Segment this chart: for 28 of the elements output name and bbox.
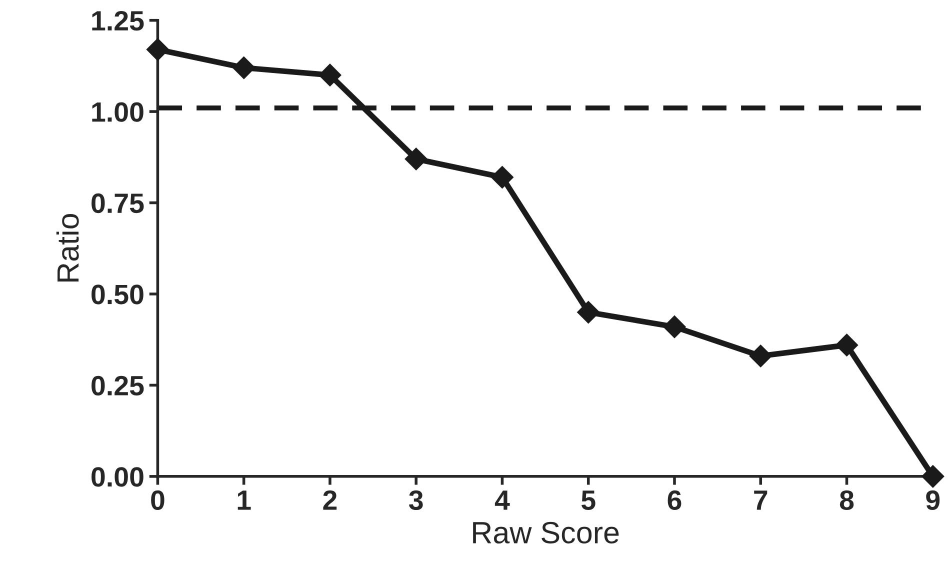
y-tick-label: 0.75 [92, 193, 144, 214]
x-tick-label: 4 [494, 490, 510, 510]
x-tick-label: 0 [151, 490, 164, 510]
y-tick-label: 0.25 [92, 376, 144, 396]
x-tick-label: 1 [238, 490, 251, 510]
point [663, 316, 686, 338]
y-tick-label: 0.00 [92, 467, 144, 487]
point [922, 465, 944, 488]
y-tick-label: 0.50 [92, 284, 144, 304]
x-tick-label: 6 [668, 490, 682, 510]
y-tick-label: 1.25 [92, 11, 144, 31]
point [404, 148, 428, 170]
y-tick-label: 1.00 [92, 102, 144, 122]
point [490, 166, 514, 189]
x-axis-title: Raw Score [473, 522, 619, 544]
y-axis-title: Ratio [56, 214, 79, 282]
x-tick-label: 8 [840, 490, 854, 510]
x-tick-label: 3 [409, 490, 423, 510]
x-tick-label: 5 [582, 490, 596, 510]
x-tick-label: 2 [323, 490, 337, 510]
point [232, 56, 256, 80]
point [318, 64, 342, 86]
x-tick-label: 9 [926, 490, 940, 510]
point [146, 38, 170, 61]
point [835, 334, 858, 356]
x-tick-label: 7 [754, 490, 768, 510]
point [577, 300, 600, 324]
point [749, 344, 772, 368]
